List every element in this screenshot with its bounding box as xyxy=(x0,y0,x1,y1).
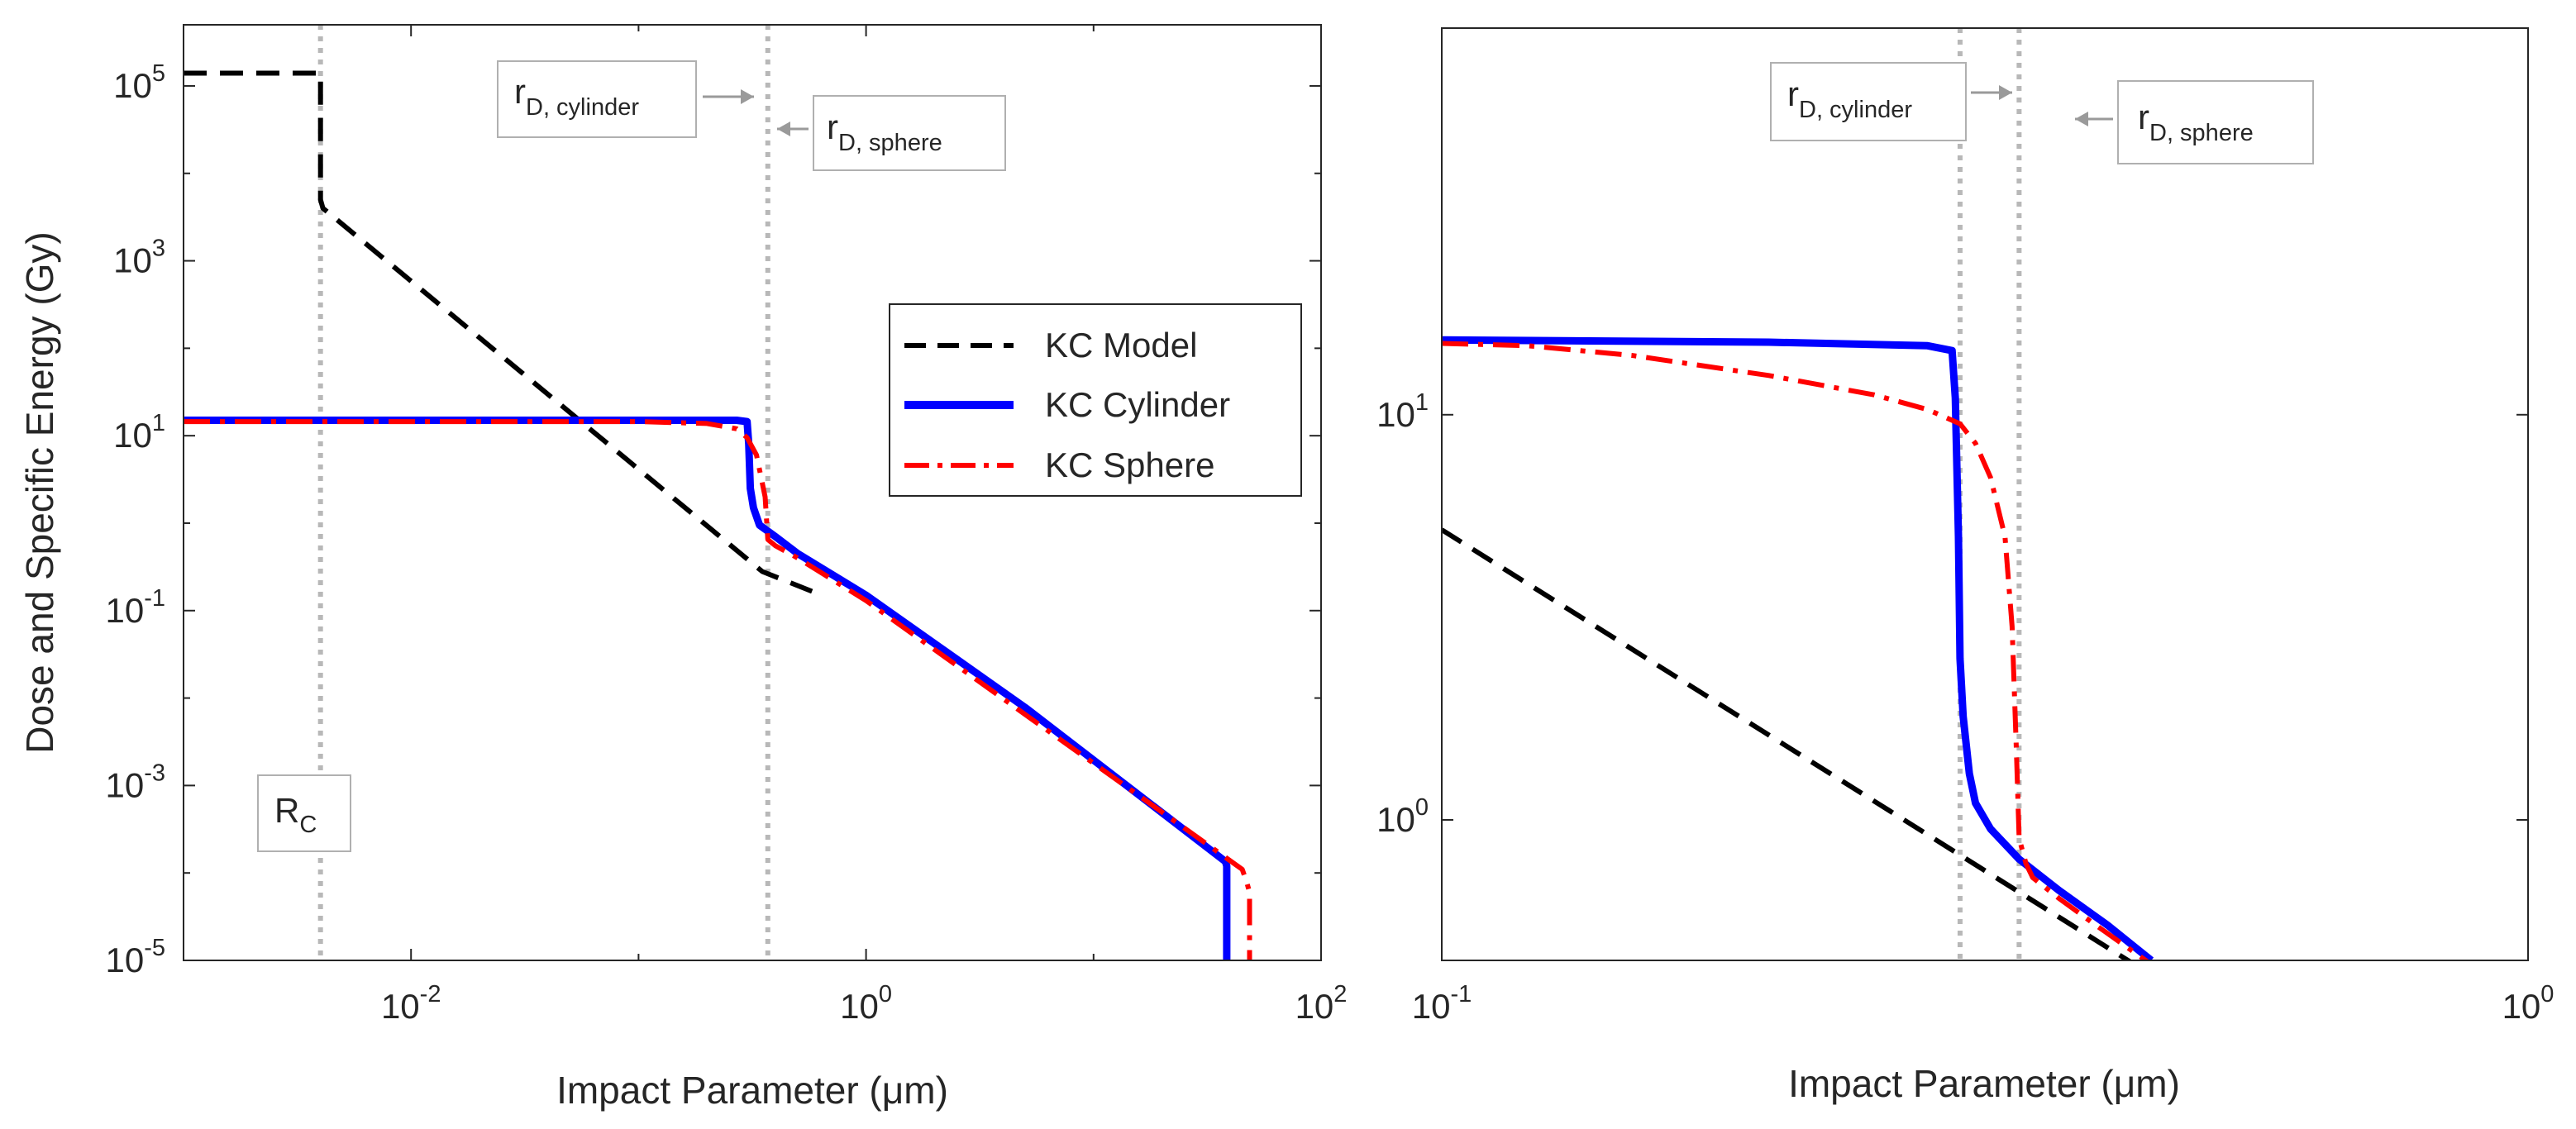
rd-cylinder-annotation-right: rD, cylinder xyxy=(1770,62,2012,141)
rd-sphere-annotation-right: rD, sphere xyxy=(2075,80,2314,164)
legend-label-kc-cylinder: KC Cylinder xyxy=(1045,385,1230,424)
x-tick-label: 10-1 xyxy=(1412,981,1472,1026)
svg-text:RC: RC xyxy=(274,791,317,838)
svg-text:rD, cylinder: rD, cylinder xyxy=(1787,74,1912,123)
series-line-kc-sphere xyxy=(1442,341,2150,960)
left-x-axis-label: Impact Parameter (μm) xyxy=(556,1069,948,1112)
series-line-kc-model xyxy=(184,70,817,595)
legend: KC Model KC Cylinder KC Sphere xyxy=(889,303,1302,497)
rd-sphere-annotation: rD, sphere xyxy=(777,95,1006,171)
series-line-kc-model xyxy=(1442,527,2133,960)
x-tick-label: 100 xyxy=(840,981,892,1026)
y-tick-label: 103 xyxy=(113,236,165,280)
series-line-kc-cylinder xyxy=(1442,336,2154,960)
left-y-axis-label: Dose and Specific Energy (Gy) xyxy=(18,231,61,754)
y-tick-label: 10-1 xyxy=(105,585,165,630)
y-tick-label: 10-5 xyxy=(105,935,165,979)
x-tick-label: 102 xyxy=(1295,981,1348,1026)
y-tick-label: 100 xyxy=(1376,794,1429,839)
svg-text:rD, sphere: rD, sphere xyxy=(827,107,942,156)
y-tick-label: 101 xyxy=(1376,389,1429,434)
legend-label-kc-model: KC Model xyxy=(1045,326,1197,364)
right-arrow-icon xyxy=(741,89,754,104)
x-tick-label: 10-2 xyxy=(381,981,441,1026)
y-tick-label: 105 xyxy=(113,60,165,105)
y-tick-label: 101 xyxy=(113,410,165,455)
left-arrow-icon xyxy=(2075,112,2088,126)
series-line-kc-sphere xyxy=(184,419,1252,960)
legend-label-kc-sphere: KC Sphere xyxy=(1045,445,1214,484)
right-x-axis-label: Impact Parameter (μm) xyxy=(1788,1062,2180,1105)
svg-text:rD, cylinder: rD, cylinder xyxy=(514,72,639,121)
svg-text:rD, sphere: rD, sphere xyxy=(2138,98,2254,146)
left-arrow-icon xyxy=(777,121,790,136)
left-chart-panel: 10-2 100 102 10-5 10-3 10-1 101 103 105 Impact P… xyxy=(18,24,1348,1112)
x-tick-label: 100 xyxy=(2502,981,2555,1026)
rc-annotation: RC xyxy=(257,774,351,852)
y-tick-label: 10-3 xyxy=(105,760,165,804)
right-arrow-icon xyxy=(1999,85,2012,100)
right-chart-panel: 10-1 100 100 101 Impact Parameter (μm) rD, … xyxy=(1376,27,2555,1105)
rd-cylinder-annotation: rD, cylinder xyxy=(497,60,754,138)
